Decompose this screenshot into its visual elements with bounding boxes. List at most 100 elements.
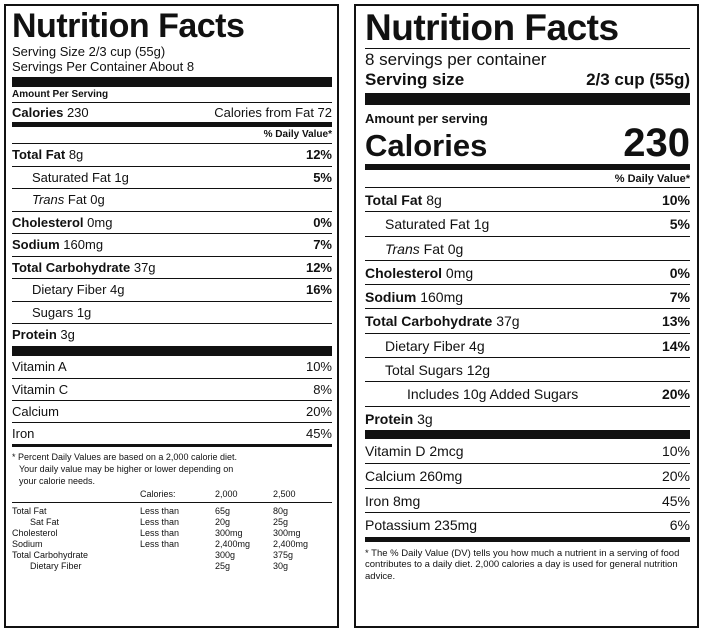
- medium-divider: [12, 122, 332, 127]
- vitamin-name: Potassium 235mg: [365, 517, 478, 534]
- new-nutrient-row: Includes 10g Added Sugars 20%: [365, 381, 690, 405]
- thin-divider: [12, 443, 332, 447]
- nutrient-dv: 12%: [305, 147, 332, 162]
- new-calories-value: 230: [623, 121, 690, 165]
- nutrient-amount: 1g: [473, 216, 490, 233]
- ref-row: Sat Fat Less than 20g 25g: [30, 516, 289, 527]
- nutrient-amount: Fat 0g: [423, 240, 464, 257]
- new-nutrient-row: Total Sugars 12g: [365, 357, 690, 381]
- nutrient-amount: 3g: [417, 410, 433, 427]
- nutrient-dv: 0%: [313, 214, 332, 230]
- old-nutrient-row: Total Carbohydrate 37g 12%: [12, 255, 332, 279]
- thick-divider: [365, 93, 690, 105]
- ref-row: Total Carbohydrate 300g 375g: [12, 549, 294, 560]
- old-dv-header: % Daily Value*: [263, 129, 332, 140]
- nutrient-name: Total Carbohydrate: [12, 259, 131, 275]
- old-vitamin-row: Vitamin C 8%: [12, 377, 332, 400]
- nutrient-dv: 10%: [661, 192, 690, 208]
- nutrient-amount: 12g: [466, 362, 491, 379]
- nutrient-name: Total Carbohydrate: [365, 313, 493, 330]
- nutrient-name: Dietary Fiber: [385, 337, 466, 354]
- new-nutrient-row: Trans Fat 0g: [365, 235, 690, 260]
- new-servings-per-container: 8 servings per container: [365, 50, 547, 69]
- nutrient-amount: 3g: [60, 327, 75, 342]
- old-vitamin-row: Calcium 20%: [12, 399, 332, 422]
- old-serving-size: Serving Size 2/3 cup (55g): [12, 44, 166, 59]
- vitamin-name: Vitamin A: [12, 358, 67, 374]
- new-nutrient-row: Sodium 160mg 7%: [365, 284, 690, 308]
- medium-divider: [365, 164, 690, 170]
- nutrient-name: Total Sugars: [385, 362, 463, 379]
- old-nutrient-row: Total Fat 8g 12%: [12, 143, 332, 166]
- nutrient-name: Total Fat: [12, 147, 66, 162]
- new-label-title: Nutrition Facts: [365, 7, 619, 48]
- new-nutrient-row: Total Carbohydrate 37g 13%: [365, 308, 690, 332]
- footnote-line: your calorie needs.: [19, 475, 96, 486]
- nutrient-amount: 4g: [469, 337, 485, 354]
- nutrient-amount: 1g: [114, 169, 129, 185]
- vitamin-dv: 20%: [305, 403, 332, 419]
- nutrient-name: Total Fat: [365, 192, 423, 208]
- old-nutrient-row: Protein 3g: [12, 323, 332, 346]
- old-calories-value: 230: [66, 105, 89, 120]
- new-nutrient-row: Saturated Fat 1g 5%: [365, 211, 690, 235]
- new-nutrient-row: Dietary Fiber 4g 14%: [365, 332, 690, 357]
- vitamin-dv: 20%: [661, 468, 690, 485]
- new-vitamin-row: Iron 8mg 45%: [365, 487, 690, 513]
- new-footnote: * The % Daily Value (DV) tells you how m…: [365, 547, 680, 582]
- vitamin-dv: 10%: [305, 358, 332, 374]
- new-serving-size-row: Serving size 2/3 cup (55g): [365, 70, 690, 90]
- ref-row: Total Fat Less than 65g 80g: [12, 501, 332, 517]
- nutrient-dv: 7%: [313, 237, 332, 252]
- nutrient-dv: 14%: [661, 337, 690, 354]
- serving-size-value: 2/3 cup (55g): [586, 70, 690, 89]
- new-amount-per-serving: Amount per serving: [365, 111, 488, 126]
- old-calories-row: Calories 230 Calories from Fat 72: [12, 102, 332, 122]
- new-calories-row: Calories 230: [365, 121, 690, 165]
- nutrient-name: Protein: [365, 410, 414, 427]
- ref-row: Cholesterol Less than 300mg 300mg: [12, 527, 301, 538]
- old-label-title: Nutrition Facts: [12, 7, 245, 45]
- old-calories-label: Calories: [12, 105, 64, 120]
- nutrient-name: Trans: [385, 240, 420, 257]
- vitamin-dv: 6%: [669, 517, 690, 534]
- old-vitamin-row: Iron 45%: [12, 421, 332, 444]
- new-calories-label: Calories: [365, 128, 488, 163]
- new-vitamin-row: Calcium 260mg 20%: [365, 463, 690, 488]
- new-dv-header: % Daily Value*: [614, 173, 690, 185]
- nutrient-name: Saturated Fat: [385, 216, 470, 233]
- nutrient-amount: Fat 0g: [67, 192, 105, 207]
- vitamin-name: Calcium 260mg: [365, 468, 463, 485]
- nutrient-name: Sodium: [12, 237, 60, 252]
- new-vitamin-row: Vitamin D 2mcg 10%: [365, 439, 690, 464]
- old-servings-per-container: Servings Per Container About 8: [12, 59, 195, 74]
- nutrient-name: Cholesterol: [365, 264, 443, 281]
- thin-divider: [365, 48, 690, 49]
- old-calories-from-fat: Calories from Fat 72: [214, 105, 332, 120]
- nutrient-amount: 1g: [76, 304, 92, 320]
- old-nutrient-row: Cholesterol 0mg 0%: [12, 210, 332, 234]
- nutrient-amount: 0mg: [445, 264, 474, 281]
- old-amount-per-serving: Amount Per Serving: [12, 89, 109, 100]
- vitamin-dv: 10%: [661, 442, 690, 459]
- footnote-line: * Percent Daily Values are based on a 2,…: [12, 451, 237, 462]
- nutrient-dv: 5%: [669, 216, 690, 233]
- old-nutrient-row: Dietary Fiber 4g 16%: [12, 278, 332, 301]
- thick-divider: [12, 345, 332, 356]
- nutrient-name: Sodium: [365, 289, 417, 306]
- nutrient-amount: 160mg: [63, 237, 104, 252]
- old-nutrient-row: Trans Fat 0g: [12, 188, 332, 211]
- footnote-line: Your daily value may be higher or lower …: [19, 463, 234, 474]
- vitamin-name: Iron 8mg: [365, 492, 421, 509]
- nutrient-name: Sugars: [32, 304, 74, 320]
- vitamin-name: Calcium: [12, 403, 59, 419]
- old-footnote: * Percent Daily Values are based on a 2,…: [12, 447, 332, 487]
- nutrient-amount: 37g: [133, 259, 156, 275]
- nutrient-dv: 5%: [313, 169, 332, 185]
- nutrient-dv: 16%: [305, 282, 332, 297]
- thick-divider: [365, 429, 690, 439]
- old-nutrient-row: Saturated Fat 1g 5%: [12, 165, 332, 189]
- ref-row: Sodium Less than 2,400mg 2,400mg: [12, 538, 309, 549]
- nutrient-name: Includes 10g Added Sugars: [407, 386, 579, 403]
